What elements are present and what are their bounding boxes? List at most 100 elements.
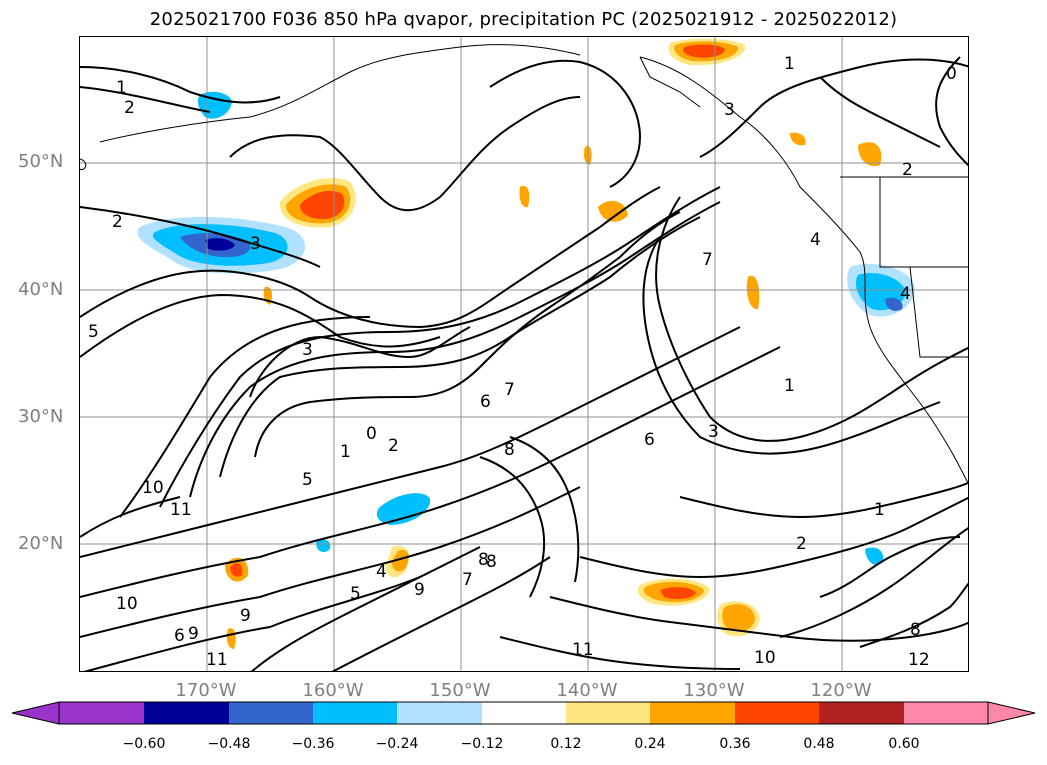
contour-label: 2 xyxy=(796,534,807,554)
contour-label: 7 xyxy=(702,250,713,270)
contour-label: 1 xyxy=(116,78,127,98)
contour-label: 2 xyxy=(112,212,123,232)
lat-label-50n: 50°N xyxy=(18,151,64,172)
lat-label-40n: 40°N xyxy=(18,279,64,300)
precip-positive-region xyxy=(519,185,530,208)
colorbar-extend-right xyxy=(987,701,1036,725)
contour-label: 1 xyxy=(784,376,795,396)
colorbar-tick: −0.48 xyxy=(207,736,251,752)
contour-label: 3 xyxy=(724,100,735,120)
precip-positive-region xyxy=(722,604,755,632)
qvapor-contours xyxy=(80,56,968,671)
contour-label: 8 xyxy=(504,440,515,460)
colorbar-segment xyxy=(819,702,904,724)
precip-negative-region xyxy=(376,493,431,525)
precip-positive-region xyxy=(230,563,243,577)
coastlines xyxy=(80,44,968,485)
contour-label: 5 xyxy=(350,584,361,604)
colorbar-tick: −0.60 xyxy=(122,736,166,752)
contour-label: 2 xyxy=(902,160,913,180)
contour-label: 9 xyxy=(188,624,199,644)
map-title: 2025021700 F036 850 hPa qvapor, precipit… xyxy=(149,9,898,30)
colorbar-tick: 0.36 xyxy=(719,736,751,752)
precip-positive-region xyxy=(300,190,345,220)
colorbar-segment xyxy=(650,702,735,724)
colorbar-segment xyxy=(313,702,397,724)
contour-label: 4 xyxy=(376,562,387,582)
contour-label: 5 xyxy=(88,322,99,342)
precip-negative-region xyxy=(205,238,235,251)
precip-positive-region xyxy=(391,549,409,572)
colorbar-segment xyxy=(904,702,988,724)
contour-label: 12 xyxy=(908,650,930,670)
colorbar xyxy=(11,701,1036,725)
contour-label: 7 xyxy=(504,380,515,400)
colorbar-tick: 0.24 xyxy=(634,736,666,752)
contour-label: 4 xyxy=(900,284,911,304)
contour-label: 6 xyxy=(644,430,655,450)
precip-positive-region xyxy=(746,275,760,310)
contour-label: 3 xyxy=(302,340,313,360)
colorbar-segment xyxy=(397,702,482,724)
contour-label: 0 xyxy=(946,64,957,84)
colorbar-extend-left xyxy=(11,701,60,725)
contour-label: 9 xyxy=(414,580,425,600)
colorbar-segment xyxy=(566,702,650,724)
contour-label: 2 xyxy=(124,98,135,118)
colorbar-tick: 0.60 xyxy=(888,736,920,752)
contour-label: 1 xyxy=(340,442,351,462)
contour-label: 1 xyxy=(784,54,795,74)
precip-negative-region xyxy=(316,539,331,553)
lon-label-140w: 140°W xyxy=(556,680,618,701)
contour-label: 6 xyxy=(480,392,491,412)
contour-label: 10 xyxy=(142,478,164,498)
contour-label: 8 xyxy=(478,550,489,570)
lat-label-20n: 20°N xyxy=(18,533,64,554)
map-panel: 1 2 2 3 5 3 0 1 2 5 10 11 6 7 8 6 3 1 2 … xyxy=(79,36,969,672)
graticule xyxy=(80,37,968,671)
contour-label: 2 xyxy=(388,436,399,456)
contour-label: 3 xyxy=(708,422,719,442)
precip-positive-region xyxy=(790,132,806,146)
contour-label: 11 xyxy=(170,500,192,520)
colorbar-segment xyxy=(229,702,313,724)
contour-label: 11 xyxy=(206,650,228,670)
contour-label: 9 xyxy=(240,606,251,626)
precip-positive-region xyxy=(858,142,882,167)
lon-label-150w: 150°W xyxy=(429,680,491,701)
lon-label-120w: 120°W xyxy=(810,680,872,701)
precip-positive-region xyxy=(226,628,236,649)
contour-label: 6 xyxy=(174,626,185,646)
precip-positive-region xyxy=(660,587,696,600)
colorbar-segment xyxy=(59,702,144,724)
contour-label: 10 xyxy=(116,594,138,614)
contour-label: 11 xyxy=(572,640,594,660)
precip-negative-region xyxy=(885,297,903,311)
colorbar-tick: −0.24 xyxy=(375,736,419,752)
colorbar-segment xyxy=(144,702,229,724)
colorbar-tick: −0.36 xyxy=(291,736,335,752)
contour-label: 7 xyxy=(462,570,473,590)
lon-label-170w: 170°W xyxy=(175,680,237,701)
contour-label: 1 xyxy=(874,500,885,520)
lon-label-130w: 130°W xyxy=(683,680,745,701)
colorbar-tick: −0.12 xyxy=(460,736,504,752)
lat-label-30n: 30°N xyxy=(18,406,64,427)
contour-label: 10 xyxy=(754,648,776,668)
contour-labels: 1 2 2 3 5 3 0 1 2 5 10 11 6 7 8 6 3 1 2 … xyxy=(88,54,957,670)
contour-label: 4 xyxy=(810,230,821,250)
colorbar-segment xyxy=(735,702,819,724)
colorbar-segment xyxy=(482,702,566,724)
colorbar-tick: 0.12 xyxy=(550,736,582,752)
precip-negative-region xyxy=(865,547,884,565)
lon-label-160w: 160°W xyxy=(302,680,364,701)
contour-label: 3 xyxy=(250,234,261,254)
map-svg: 1 2 2 3 5 3 0 1 2 5 10 11 6 7 8 6 3 1 2 … xyxy=(80,37,968,671)
contour-label: 0 xyxy=(366,424,377,444)
contour-label: 8 xyxy=(486,552,497,572)
contour-label: 8 xyxy=(910,620,921,640)
precip-positive-region xyxy=(598,200,628,222)
contour-label: 5 xyxy=(302,470,313,490)
colorbar-tick: 0.48 xyxy=(803,736,835,752)
precip-shading xyxy=(137,38,915,649)
